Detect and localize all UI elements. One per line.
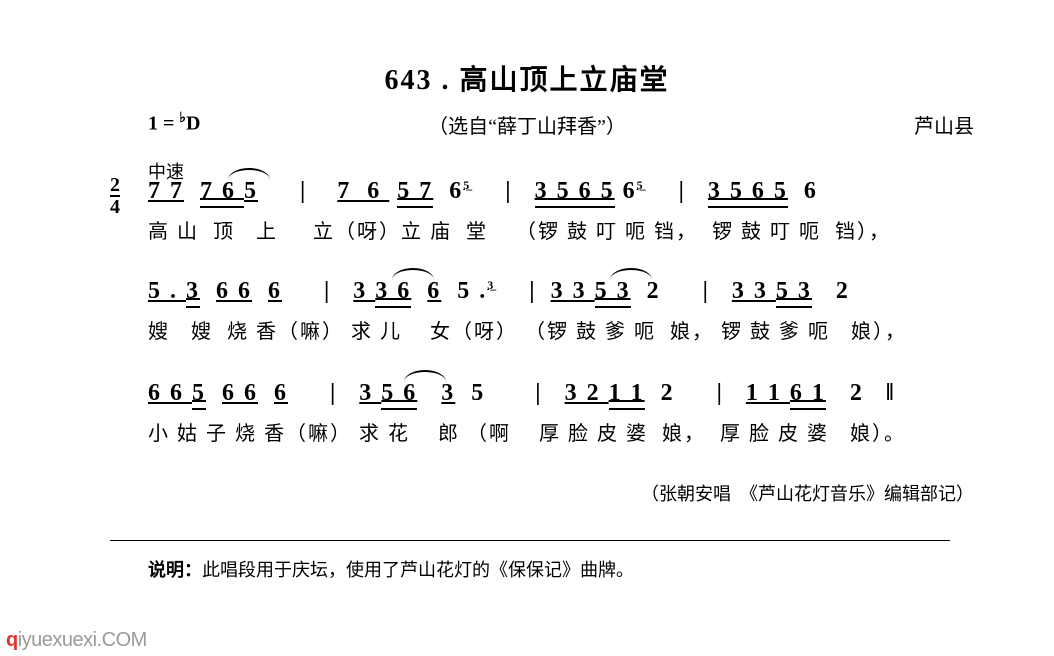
note-segment: 6 [268,278,282,304]
note-segment [282,278,318,304]
note-segment: 3 5 6 5 [535,178,615,204]
note-segment: 2 [631,278,661,304]
note-segment: 5 7 [397,178,433,204]
note-segment: 2 [826,380,880,406]
note-segment: 6 [427,278,441,304]
note-segment: 3 2 [565,380,609,406]
note-segment [343,380,359,406]
watermark: qiyuexuexi.COM [6,629,147,652]
explain-label: 说明： [148,560,202,580]
note-segment [200,278,216,304]
note-segment [692,178,708,204]
note-segment: 3 3 [551,278,595,304]
note-segment [675,380,711,406]
notation-row: 5 . 3 6 6 6 | 3 3 6 6 5 .3̲ | 3 3 5 3 2 … [148,278,958,305]
note-segment [549,380,565,406]
note-segment [645,178,673,204]
note-segment: | [523,278,542,304]
note-segment: ‖ [880,380,890,406]
note-segment: 3 [353,278,375,304]
note-segment [337,278,353,304]
score-line: 7 7 7 6 5 | 7 6 5 7 65̲ | 3 5 6 5 65̲ | … [148,178,958,244]
note-segment [313,178,337,204]
note-segment [206,380,222,406]
watermark-rest: iyuexuexi.COM [18,629,147,651]
note-segment: 6 [274,380,288,406]
score-subtitle: （选自“薛丁山拜香”） [0,110,1054,139]
note-segment: 3 6 [375,278,411,304]
notation-row: 6 6 5 6 6 6 | 3 5 6 3 5 | 3 2 1 1 2 | 1 … [148,380,958,407]
note-segment [258,380,274,406]
note-segment: | [318,278,337,304]
note-segment: | [499,178,518,204]
note-segment: 5 3 [595,278,631,304]
timesig-den: 4 [110,195,120,217]
note-segment [252,278,268,304]
note-segment: | [294,178,313,204]
note-segment: | [673,178,692,204]
explain-text: 此唱段用于庆坛，使用了芦山花灯的《保保记》曲牌。 [202,560,634,580]
note-segment [519,178,535,204]
lyrics-row: 嫂 嫂 烧 香（嘛） 求 儿 女（呀） （锣 鼓 爹 呃 娘， 锣 鼓 爹 呃 … [148,315,958,344]
note-segment [184,178,200,204]
score-line: 6 6 5 6 6 6 | 3 5 6 3 5 | 3 2 1 1 2 | 1 … [148,380,958,446]
note-segment: 6 6 [222,380,258,406]
explanation: 说明：此唱段用于庆坛，使用了芦山花灯的《保保记》曲牌。 [148,556,948,582]
note-segment: 6 1 [790,380,826,406]
note-segment: | [711,380,730,406]
watermark-q: q [6,629,18,651]
note-segment [471,178,499,204]
note-segment: 5̲ [637,178,645,192]
note-segment: 5 6 [381,380,417,406]
note-segment: 6 [615,178,637,204]
note-segment: 2 [812,278,850,304]
lyrics-row: 小 姑 子 烧 香（嘛） 求 花 郎 （啊 厚 脸 皮 婆 娘， 厚 脸 皮 婆… [148,417,958,446]
score-line: 5 . 3 6 6 6 | 3 3 6 6 5 .3̲ | 3 3 5 3 2 … [148,278,958,344]
note-segment: 6 [788,178,818,204]
note-segment [716,278,732,304]
note-segment: 3 5 6 5 [708,178,788,204]
note-segment [730,380,746,406]
note-segment: | [697,278,716,304]
note-segment [417,380,441,406]
note-segment: 7 6 [200,178,244,204]
timesig-num: 2 [110,175,120,195]
note-segment [661,278,697,304]
note-segment: 5 . [148,278,186,304]
lyrics-row: 高 山 顶 上 立（呀）立 庙 堂 （锣 鼓 叮 呃 铛， 锣 鼓 叮 呃 铛）… [148,215,958,244]
note-segment [411,278,427,304]
note-segment: | [529,380,548,406]
note-segment: 5 [455,380,485,406]
note-segment: 3 [441,380,455,406]
note-segment [485,380,529,406]
note-segment: 2 [645,380,675,406]
note-segment [495,278,523,304]
score-title: 643 . 高山顶上立庙堂 [0,58,1054,98]
note-segment: 6 6 [216,278,252,304]
note-segment: 3 [359,380,381,406]
credit-line: （张朝安唱 《芦山花灯音乐》编辑部记） [641,480,974,506]
note-segment: 7 7 [148,178,184,204]
note-segment [543,278,551,304]
note-segment: 5 . [441,278,487,304]
note-segment: 5 [244,178,258,204]
note-segment: 5 3 [776,278,812,304]
note-segment: 5 [192,380,206,406]
note-segment: 1 1 [609,380,645,406]
note-segment: | [324,380,343,406]
time-signature: 2 4 [110,175,120,217]
note-segment: 7 6 [337,178,389,204]
section-divider [110,540,950,541]
note-segment: 3 [186,278,200,304]
notation-row: 7 7 7 6 5 | 7 6 5 7 65̲ | 3 5 6 5 65̲ | … [148,178,958,205]
note-segment: 1 1 [746,380,790,406]
region-label: 芦山县 [914,110,974,139]
note-segment [288,380,324,406]
note-segment: 6 6 [148,380,192,406]
note-segment: 6 [433,178,463,204]
note-segment [258,178,294,204]
note-segment: 3 3 [732,278,776,304]
